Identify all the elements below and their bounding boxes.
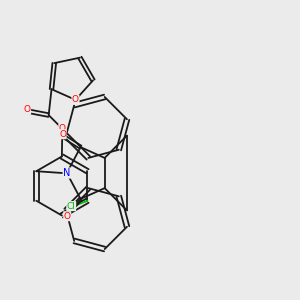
Text: O: O bbox=[64, 212, 71, 221]
Text: N: N bbox=[63, 168, 70, 178]
Text: O: O bbox=[72, 95, 79, 104]
Text: O: O bbox=[59, 124, 66, 133]
Text: O: O bbox=[59, 130, 66, 139]
Text: Cl: Cl bbox=[67, 202, 76, 211]
Text: O: O bbox=[24, 105, 31, 114]
